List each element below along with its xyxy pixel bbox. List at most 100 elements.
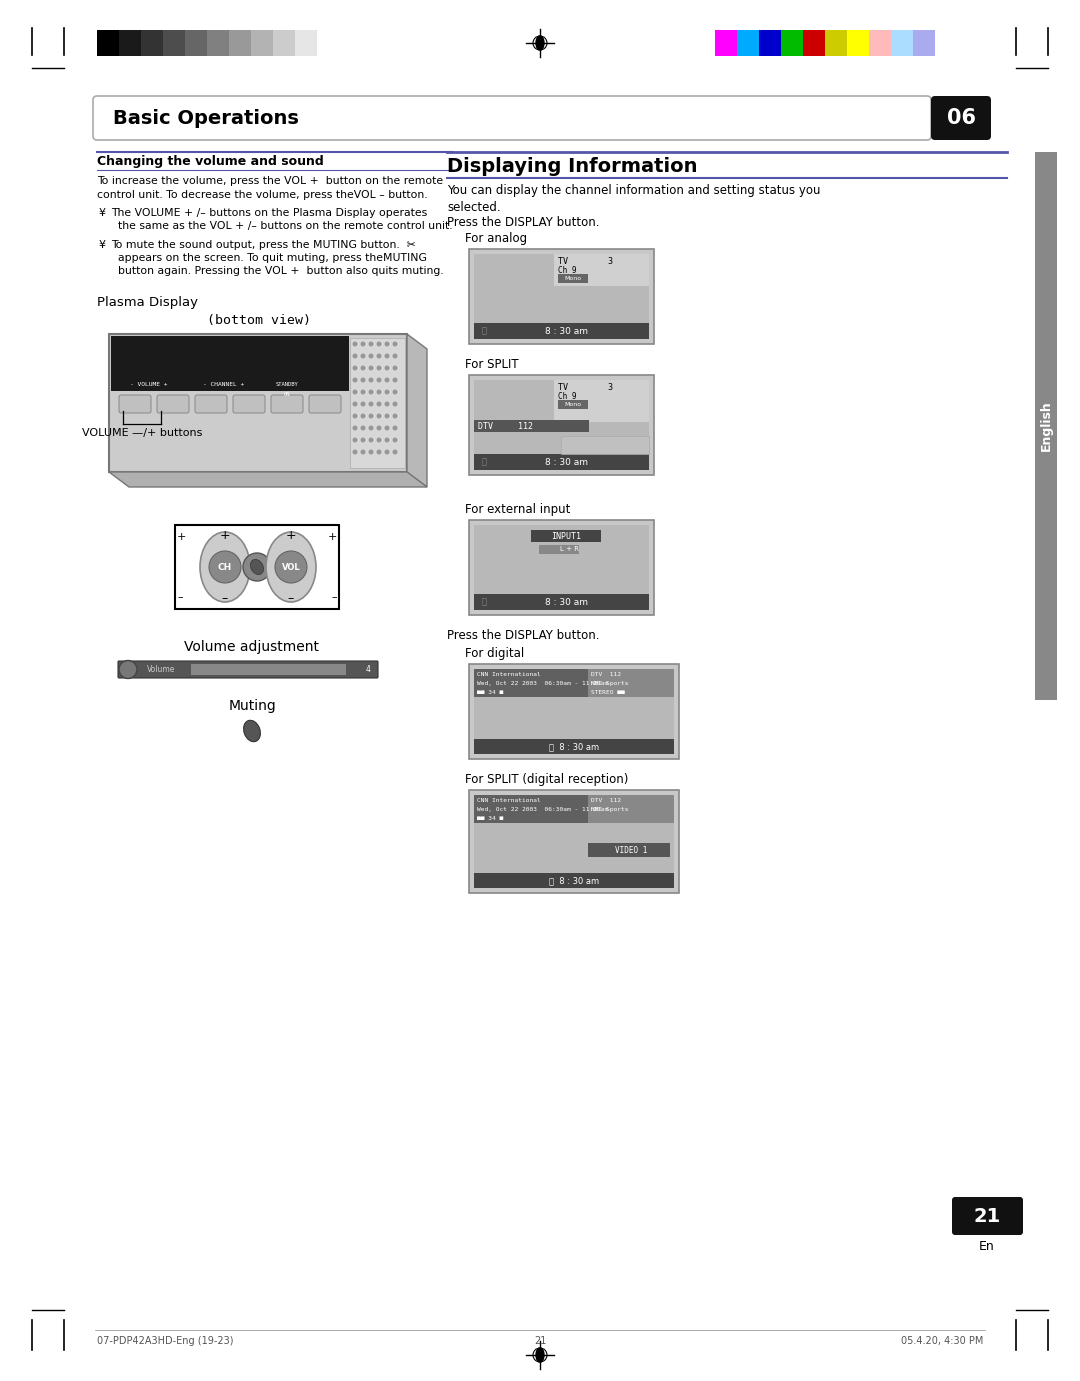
Circle shape bbox=[361, 414, 365, 418]
Text: For external input: For external input bbox=[465, 503, 570, 516]
Bar bbox=[163, 30, 185, 57]
Bar bbox=[1035, 152, 1057, 700]
Circle shape bbox=[377, 450, 381, 454]
Circle shape bbox=[386, 366, 389, 370]
FancyBboxPatch shape bbox=[271, 395, 303, 413]
Circle shape bbox=[369, 366, 373, 370]
FancyBboxPatch shape bbox=[119, 395, 151, 413]
Circle shape bbox=[369, 438, 373, 442]
Circle shape bbox=[377, 378, 381, 381]
Circle shape bbox=[353, 378, 356, 381]
Text: DTV     112: DTV 112 bbox=[478, 421, 534, 431]
Text: 05.4.20, 4:30 PM: 05.4.20, 4:30 PM bbox=[901, 1335, 983, 1346]
Circle shape bbox=[386, 438, 389, 442]
FancyBboxPatch shape bbox=[157, 395, 189, 413]
Text: Basic Operations: Basic Operations bbox=[113, 109, 299, 127]
Text: Volume: Volume bbox=[147, 666, 175, 674]
Text: Wed, Oct 22 2003  06:30am - 11:00am: Wed, Oct 22 2003 06:30am - 11:00am bbox=[477, 807, 608, 812]
Bar bbox=[474, 795, 674, 888]
Circle shape bbox=[353, 366, 356, 370]
Text: +: + bbox=[177, 532, 187, 541]
Bar bbox=[781, 30, 804, 57]
Circle shape bbox=[361, 438, 365, 442]
Text: CH: CH bbox=[218, 562, 232, 572]
Bar bbox=[531, 530, 600, 541]
Bar bbox=[295, 30, 318, 57]
FancyBboxPatch shape bbox=[539, 545, 579, 554]
Ellipse shape bbox=[536, 36, 544, 50]
Text: +: + bbox=[219, 529, 230, 541]
Circle shape bbox=[393, 342, 396, 345]
Circle shape bbox=[119, 660, 137, 678]
Bar bbox=[588, 668, 674, 697]
FancyBboxPatch shape bbox=[195, 395, 227, 413]
Circle shape bbox=[361, 366, 365, 370]
Text: Ch 9: Ch 9 bbox=[558, 267, 577, 275]
Text: –: – bbox=[221, 592, 228, 605]
Bar bbox=[474, 380, 649, 470]
Circle shape bbox=[369, 391, 373, 394]
Text: ■■ 34 ■: ■■ 34 ■ bbox=[477, 690, 503, 695]
Text: CNN International: CNN International bbox=[477, 798, 541, 802]
Bar bbox=[474, 795, 674, 823]
Circle shape bbox=[369, 342, 373, 345]
FancyBboxPatch shape bbox=[233, 395, 265, 413]
Text: En: En bbox=[980, 1240, 995, 1253]
Circle shape bbox=[353, 391, 356, 394]
Text: ⧖  8 : 30 am: ⧖ 8 : 30 am bbox=[549, 876, 599, 885]
Circle shape bbox=[377, 402, 381, 406]
Circle shape bbox=[369, 450, 373, 454]
Text: 07-PDP42A3HD-Eng (19-23): 07-PDP42A3HD-Eng (19-23) bbox=[97, 1335, 233, 1346]
Text: 8 : 30 am: 8 : 30 am bbox=[545, 326, 588, 336]
Bar bbox=[474, 795, 588, 823]
Circle shape bbox=[386, 427, 389, 429]
Bar bbox=[141, 30, 163, 57]
Text: Press the DISPLAY button.: Press the DISPLAY button. bbox=[447, 628, 599, 642]
Text: For SPLIT: For SPLIT bbox=[465, 358, 518, 371]
Bar bbox=[588, 795, 674, 823]
Bar bbox=[474, 668, 674, 754]
Circle shape bbox=[377, 342, 381, 345]
Circle shape bbox=[210, 551, 241, 583]
FancyBboxPatch shape bbox=[558, 273, 588, 283]
Circle shape bbox=[353, 438, 356, 442]
Bar bbox=[891, 30, 913, 57]
Text: –: – bbox=[332, 592, 337, 602]
FancyBboxPatch shape bbox=[118, 661, 378, 678]
Text: For SPLIT (digital reception): For SPLIT (digital reception) bbox=[465, 773, 629, 786]
Bar bbox=[469, 249, 654, 344]
Ellipse shape bbox=[244, 721, 260, 742]
Text: VIDEO 1: VIDEO 1 bbox=[615, 845, 647, 855]
Bar bbox=[474, 739, 674, 754]
Text: English: English bbox=[1039, 400, 1053, 452]
Bar bbox=[109, 334, 407, 472]
Text: Plasma Display: Plasma Display bbox=[97, 296, 198, 309]
Circle shape bbox=[377, 438, 381, 442]
Text: TV        3: TV 3 bbox=[558, 257, 613, 267]
Text: +: + bbox=[286, 529, 296, 541]
Text: –: – bbox=[288, 592, 294, 605]
Text: VOL: VOL bbox=[282, 562, 300, 572]
Text: CNN International: CNN International bbox=[477, 673, 541, 677]
Bar bbox=[474, 323, 649, 338]
Bar bbox=[469, 521, 654, 615]
Text: ⧖  8 : 30 am: ⧖ 8 : 30 am bbox=[549, 742, 599, 751]
Circle shape bbox=[353, 450, 356, 454]
Bar bbox=[554, 380, 649, 423]
Circle shape bbox=[377, 366, 381, 370]
Text: Changing the volume and sound: Changing the volume and sound bbox=[97, 155, 324, 168]
Text: 8 : 30 am: 8 : 30 am bbox=[545, 457, 588, 467]
Bar bbox=[119, 30, 141, 57]
Circle shape bbox=[386, 378, 389, 381]
Circle shape bbox=[377, 391, 381, 394]
Ellipse shape bbox=[266, 532, 316, 602]
Text: –: – bbox=[177, 592, 183, 602]
Text: Mono: Mono bbox=[565, 275, 581, 280]
Bar bbox=[474, 668, 588, 697]
Text: ■■ 34 ■: ■■ 34 ■ bbox=[477, 816, 503, 820]
Circle shape bbox=[377, 354, 381, 358]
Bar bbox=[588, 842, 670, 858]
Circle shape bbox=[353, 402, 356, 406]
Text: 21: 21 bbox=[973, 1207, 1001, 1225]
Circle shape bbox=[386, 414, 389, 418]
